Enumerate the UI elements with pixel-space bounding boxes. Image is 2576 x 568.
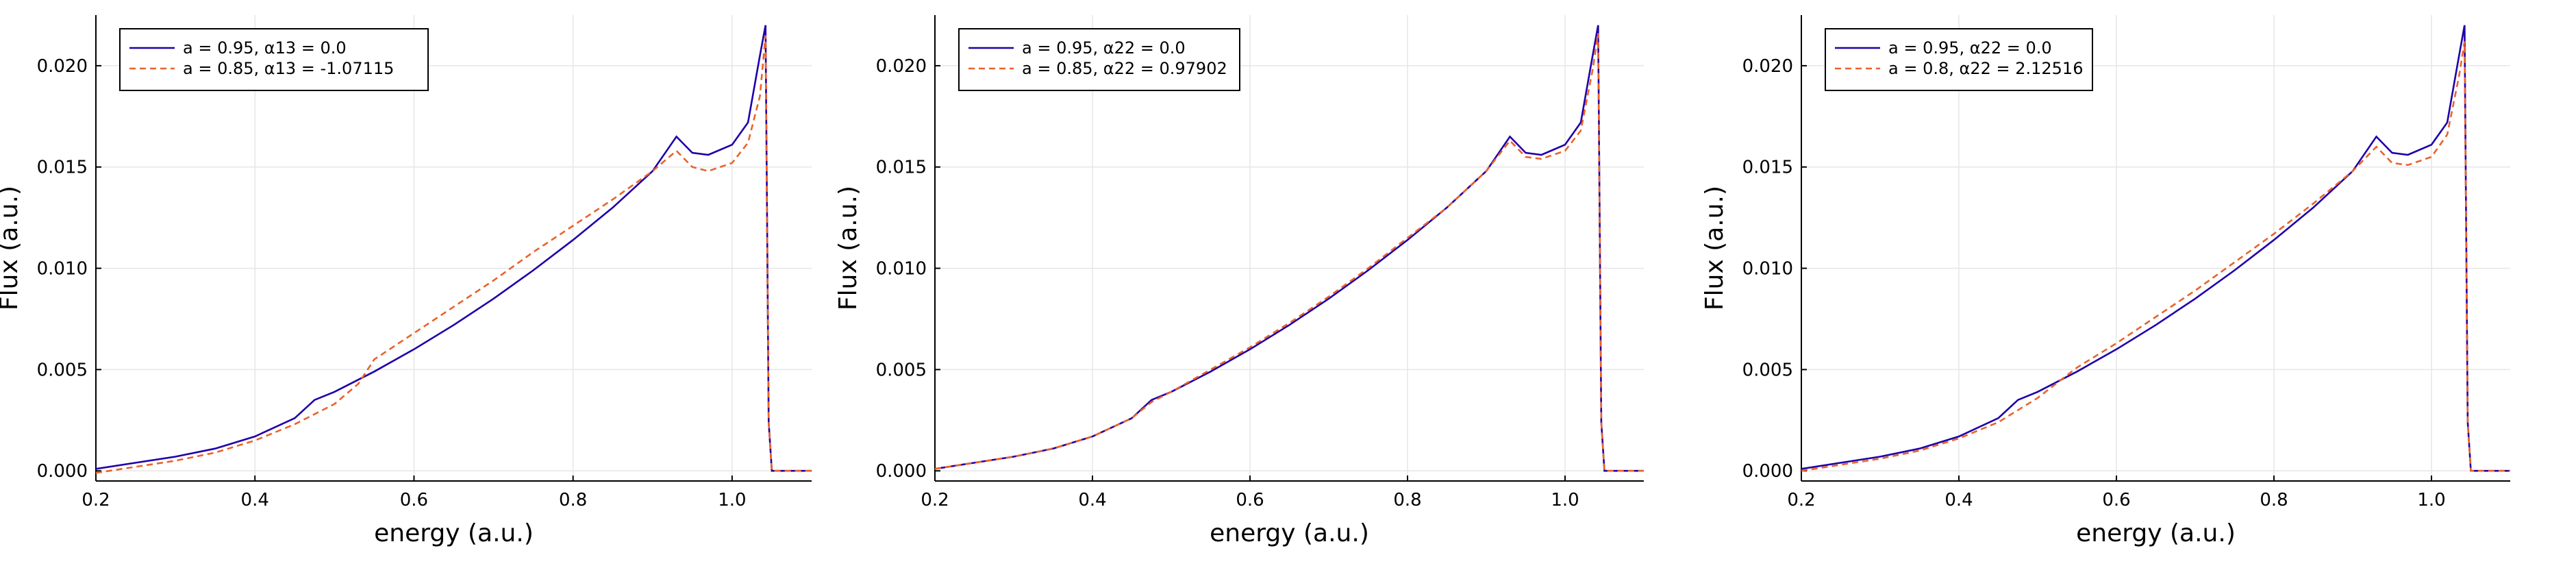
y-axis-label: Flux (a.u.)	[0, 186, 23, 310]
chart-panel-3: 0.2 0.4 0.6 0.8 1.0 0.000 0.005 0.010 0.015 0.020…	[1701, 15, 2510, 547]
legend-entry: a = 0.85, α13 = -1.07115	[183, 59, 394, 78]
x-tick-label: 0.8	[1393, 490, 1421, 510]
legend-entry: a = 0.95, α22 = 0.0	[1022, 38, 1186, 58]
y-tick-label: 0.020	[37, 56, 88, 77]
series-line-1	[96, 25, 812, 472]
chart-panel-1: 0.2 0.4 0.6 0.8 1.0 0.000 0.005 0.010 0.015 0.020…	[0, 15, 812, 547]
y-tick-label: 0.020	[1742, 56, 1793, 77]
x-tick-label: 0.2	[82, 490, 110, 510]
x-axis-label: energy (a.u.)	[1210, 519, 1369, 547]
x-tick-label: 0.6	[1236, 490, 1264, 510]
x-tick-label: 1.0	[2417, 490, 2445, 510]
x-tick-label: 0.6	[400, 490, 428, 510]
x-axis-label: energy (a.u.)	[2076, 519, 2236, 547]
y-tick-label: 0.005	[37, 360, 88, 380]
x-tick-label: 0.2	[1787, 490, 1815, 510]
y-axis-label: Flux (a.u.)	[834, 186, 862, 310]
x-tick-label: 0.2	[921, 490, 949, 510]
y-tick-label: 0.015	[876, 158, 927, 178]
legend-entry: a = 0.95, α22 = 0.0	[1888, 38, 2052, 58]
y-tick-label: 0.000	[876, 461, 927, 482]
legend-entry: a = 0.8, α22 = 2.12516	[1888, 59, 2083, 78]
series-line-2	[96, 35, 812, 474]
x-tick-label: 1.0	[1551, 490, 1579, 510]
y-tick-label: 0.005	[1742, 360, 1793, 380]
legend: a = 0.95, α22 = 0.0a = 0.85, α22 = 0.979…	[958, 28, 1240, 91]
legend: a = 0.95, α13 = 0.0a = 0.85, α13 = -1.07…	[119, 28, 429, 91]
y-tick-label: 0.010	[876, 259, 927, 280]
y-tick-label: 0.010	[1742, 259, 1793, 280]
x-tick-label: 0.6	[2102, 490, 2130, 510]
x-tick-label: 0.4	[241, 490, 269, 510]
legend-box	[119, 28, 429, 91]
y-tick-label: 0.000	[37, 461, 88, 482]
legend-box	[958, 28, 1240, 91]
series-line-2	[1801, 41, 2510, 472]
y-tick-label: 0.000	[1742, 461, 1793, 482]
x-tick-label: 0.4	[1944, 490, 1973, 510]
x-tick-label: 1.0	[718, 490, 746, 510]
x-tick-label: 0.8	[559, 490, 587, 510]
chart-panel-2: 0.2 0.4 0.6 0.8 1.0 0.000 0.005 0.010 0.015 0.020…	[834, 15, 1644, 547]
legend: a = 0.95, α22 = 0.0a = 0.8, α22 = 2.1251…	[1825, 28, 2093, 91]
y-axis-label: Flux (a.u.)	[1701, 186, 1729, 310]
legend-box	[1825, 28, 2093, 91]
series-line-2	[935, 33, 1644, 472]
legend-entry: a = 0.85, α22 = 0.97902	[1022, 59, 1227, 78]
y-tick-label: 0.010	[37, 259, 88, 280]
series-line-1	[1801, 25, 2510, 472]
x-tick-label: 0.8	[2260, 490, 2288, 510]
y-tick-label: 0.005	[876, 360, 927, 380]
legend-entry: a = 0.95, α13 = 0.0	[183, 38, 347, 58]
y-tick-label: 0.015	[1742, 158, 1793, 178]
series-line-1	[935, 25, 1644, 472]
x-tick-label: 0.4	[1078, 490, 1106, 510]
x-axis-label: energy (a.u.)	[374, 519, 534, 547]
y-tick-label: 0.020	[876, 56, 927, 77]
y-tick-label: 0.015	[37, 158, 88, 178]
